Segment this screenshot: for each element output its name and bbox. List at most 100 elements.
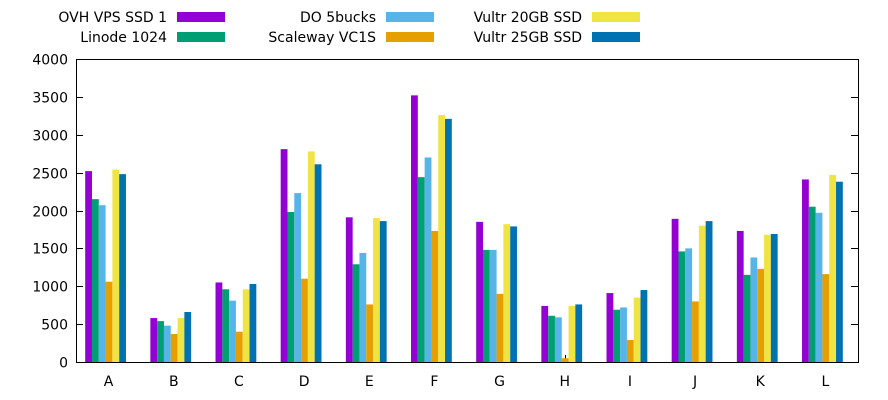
bar [489, 249, 497, 362]
bar [438, 115, 446, 362]
bar [606, 293, 614, 362]
bar [678, 251, 686, 362]
bar [98, 205, 106, 362]
bar [836, 181, 843, 362]
legend-swatch [386, 32, 434, 42]
y-tick-label: 500 [41, 318, 68, 334]
bar [157, 321, 164, 362]
bar [613, 309, 621, 362]
y-axis: 0 500 1000 1500 2000 2500 3000 3500 4000 [32, 53, 858, 372]
bar [170, 333, 178, 362]
bar [112, 169, 120, 362]
x-tick-label: C [234, 374, 244, 390]
bar [829, 174, 837, 362]
bar [373, 218, 380, 362]
bar [301, 278, 308, 362]
bar [554, 317, 562, 362]
bar [815, 212, 823, 362]
bar [626, 340, 634, 362]
legend-label: Vultr 20GB SSD [474, 10, 582, 26]
bar [503, 224, 511, 362]
bar [280, 149, 288, 362]
legend-swatch [177, 12, 225, 22]
bar [119, 174, 126, 362]
bar [379, 221, 387, 362]
legend-swatch [592, 12, 640, 22]
bar [177, 318, 185, 362]
bar [314, 164, 322, 362]
plot-frame [76, 59, 859, 363]
bar [568, 305, 576, 362]
x-tick-label: H [559, 374, 570, 390]
bar [620, 307, 627, 362]
bar [633, 297, 641, 362]
bar [770, 233, 778, 362]
bar [698, 225, 706, 362]
bar [163, 325, 171, 362]
legend-label: DO 5bucks [300, 10, 376, 26]
legend-swatch [177, 32, 225, 42]
legend-label: OVH VPS SSD 1 [58, 10, 167, 26]
bar [671, 218, 679, 362]
bar [705, 221, 713, 362]
bar [307, 151, 315, 362]
y-tick-label: 1500 [32, 242, 68, 258]
bar [561, 358, 569, 362]
bar [242, 289, 250, 362]
bar [417, 177, 425, 362]
bar [359, 252, 367, 362]
bar [431, 230, 439, 362]
bar [150, 318, 158, 362]
x-tick-label: F [430, 374, 438, 390]
y-tick-label: 4000 [32, 53, 68, 69]
bar [575, 304, 583, 362]
bar [685, 248, 693, 363]
bar [411, 95, 418, 363]
bar [476, 221, 483, 362]
legend-label: Scaleway VC1S [268, 30, 376, 46]
bar [764, 234, 771, 362]
bar [482, 249, 490, 362]
bar [222, 289, 230, 362]
bars [85, 95, 843, 363]
bar [445, 118, 452, 362]
bar [640, 290, 648, 362]
x-tick-label: J [692, 374, 697, 390]
bar [91, 199, 99, 362]
x-tick-label: D [299, 374, 310, 390]
legend-label: Linode 1024 [80, 30, 167, 46]
bar [287, 212, 295, 362]
x-tick-label: K [756, 374, 766, 390]
bar [736, 230, 744, 362]
x-tick-label: B [169, 374, 179, 390]
legend: OVH VPS SSD 1 Linode 1024 DO 5bucks Scalewa… [58, 10, 640, 46]
x-tick-label: G [494, 374, 505, 390]
x-axis: A B C D E F G H I J K L [104, 355, 830, 390]
bar [85, 171, 92, 362]
bar [352, 264, 360, 362]
bar [822, 274, 830, 362]
x-tick-label: A [104, 374, 114, 390]
x-tick-label: E [365, 374, 374, 390]
x-tick-label: L [822, 374, 830, 390]
x-tick-label: I [628, 374, 632, 390]
bar [743, 274, 751, 362]
y-tick-label: 2500 [32, 167, 68, 183]
bar [808, 206, 816, 362]
bar [105, 281, 113, 362]
bar [510, 226, 517, 362]
legend-swatch [592, 32, 640, 42]
bar [548, 315, 555, 362]
bar [802, 179, 809, 362]
y-tick-label: 2000 [32, 205, 68, 221]
bar [294, 193, 302, 362]
y-tick-label: 3000 [32, 129, 68, 145]
bar [215, 282, 223, 362]
y-tick-label: 3500 [32, 91, 68, 107]
legend-label: Vultr 25GB SSD [474, 30, 582, 46]
bar [496, 293, 504, 362]
bar [229, 300, 236, 362]
bar [184, 312, 192, 362]
y-tick-label: 1000 [32, 280, 68, 296]
